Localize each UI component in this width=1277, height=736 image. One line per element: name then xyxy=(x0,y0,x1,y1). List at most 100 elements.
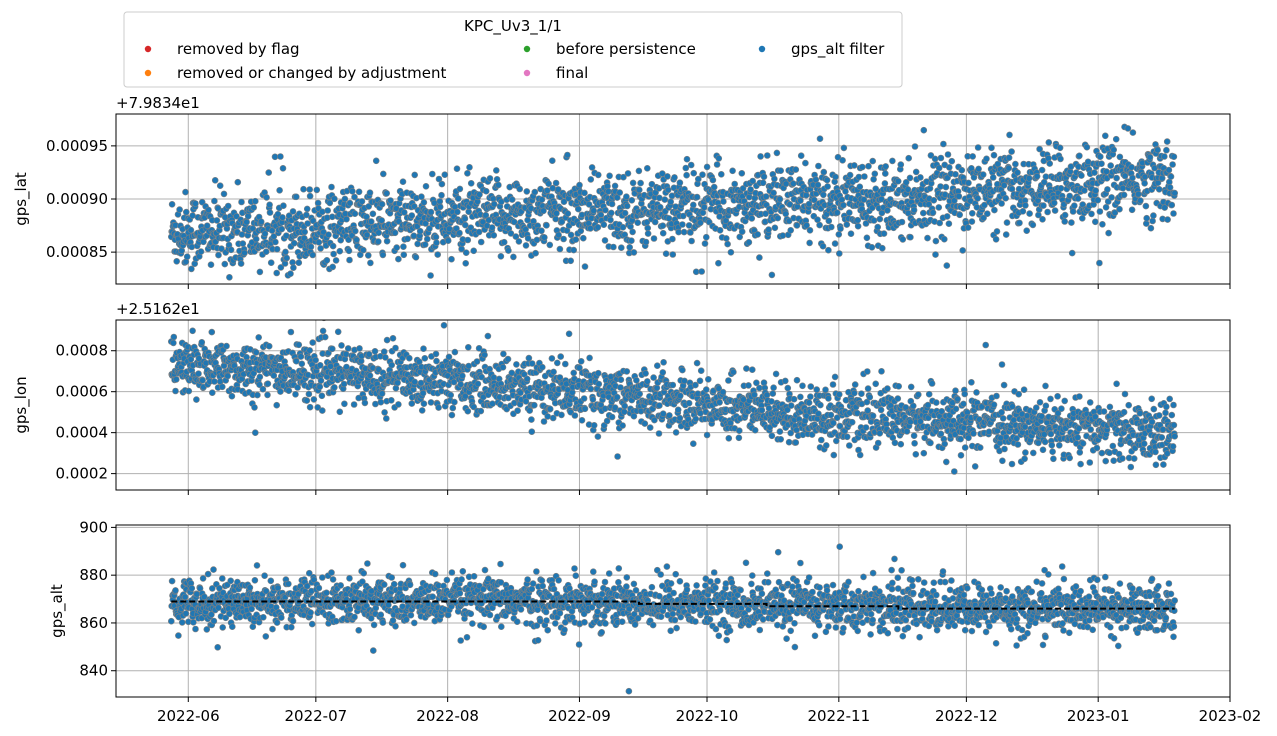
data-point xyxy=(897,440,905,448)
data-point xyxy=(878,209,886,217)
data-point xyxy=(787,227,795,234)
legend-marker xyxy=(523,69,531,77)
data-point xyxy=(1022,202,1029,209)
data-point xyxy=(910,432,918,440)
data-point xyxy=(581,405,589,413)
data-point xyxy=(1149,217,1156,225)
data-point xyxy=(932,251,939,258)
data-point xyxy=(531,188,539,196)
data-point xyxy=(979,171,987,178)
data-point xyxy=(453,225,460,232)
data-point xyxy=(814,181,822,189)
data-point xyxy=(351,193,358,201)
data-point xyxy=(941,440,949,448)
data-point xyxy=(605,188,612,195)
panels: 0.000850.000900.00095+7.9834e1gps_lat0.0… xyxy=(12,94,1261,725)
data-point xyxy=(497,252,505,260)
data-point xyxy=(383,336,391,344)
data-point xyxy=(602,206,609,214)
data-point xyxy=(882,163,890,170)
data-point xyxy=(182,188,189,196)
data-point xyxy=(1136,409,1144,417)
data-point xyxy=(769,390,777,397)
data-point xyxy=(183,208,190,216)
data-point xyxy=(353,236,360,244)
data-point xyxy=(687,161,695,169)
data-point xyxy=(198,338,206,346)
data-point xyxy=(617,384,624,391)
data-point xyxy=(435,404,442,411)
data-point xyxy=(1102,457,1109,465)
data-point xyxy=(621,402,629,410)
data-point xyxy=(548,355,556,362)
data-point xyxy=(1166,395,1173,403)
data-point xyxy=(748,215,756,222)
data-point xyxy=(524,235,532,242)
data-point xyxy=(176,206,183,213)
data-point xyxy=(765,226,772,233)
data-point xyxy=(1119,455,1126,462)
data-point xyxy=(544,413,552,420)
data-point xyxy=(238,198,245,206)
data-point xyxy=(340,380,348,388)
data-point xyxy=(438,180,446,188)
data-point xyxy=(464,170,471,177)
data-point xyxy=(898,218,906,226)
data-point xyxy=(271,153,279,161)
data-point xyxy=(383,237,391,245)
data-point xyxy=(1128,163,1135,171)
data-point xyxy=(449,404,457,412)
data-point xyxy=(942,183,950,191)
data-point xyxy=(525,354,533,362)
data-point xyxy=(273,245,281,253)
data-point xyxy=(181,593,189,601)
data-point xyxy=(626,244,634,251)
data-point xyxy=(1110,146,1117,154)
data-point xyxy=(365,203,373,210)
data-point xyxy=(224,202,232,210)
data-point xyxy=(595,380,603,388)
data-point xyxy=(1057,155,1064,163)
data-point xyxy=(1058,405,1065,413)
data-point xyxy=(379,170,387,178)
data-point xyxy=(619,422,626,429)
data-point xyxy=(928,380,936,387)
data-point xyxy=(504,355,512,363)
data-point xyxy=(1170,401,1177,409)
data-point xyxy=(822,386,829,394)
data-point xyxy=(290,264,297,272)
data-point xyxy=(1150,405,1158,413)
data-point xyxy=(266,209,274,216)
data-point xyxy=(369,210,377,218)
data-point xyxy=(810,196,818,204)
data-point xyxy=(1083,143,1091,151)
data-point xyxy=(1025,175,1033,182)
data-point xyxy=(692,415,700,423)
data-point xyxy=(567,231,575,239)
data-point xyxy=(466,164,473,171)
data-point xyxy=(623,202,631,210)
data-point xyxy=(585,201,593,208)
data-point xyxy=(971,463,979,470)
data-point xyxy=(1040,202,1047,209)
y-tick-label: 0.00095 xyxy=(46,137,108,155)
data-point xyxy=(774,214,782,222)
data-point xyxy=(1019,208,1027,215)
data-point xyxy=(221,260,229,268)
data-point xyxy=(961,444,969,451)
data-point xyxy=(617,376,625,384)
data-point xyxy=(613,393,621,401)
data-point xyxy=(1026,505,1032,511)
data-point xyxy=(538,363,546,371)
data-point xyxy=(945,220,953,227)
data-point xyxy=(689,201,697,209)
data-point xyxy=(771,224,779,232)
data-point xyxy=(1022,449,1029,456)
data-point xyxy=(261,230,269,237)
data-point xyxy=(1042,402,1050,410)
data-point xyxy=(834,153,842,161)
data-point xyxy=(1057,185,1065,192)
data-point xyxy=(983,210,991,217)
data-point xyxy=(637,179,644,187)
data-point xyxy=(709,176,717,184)
